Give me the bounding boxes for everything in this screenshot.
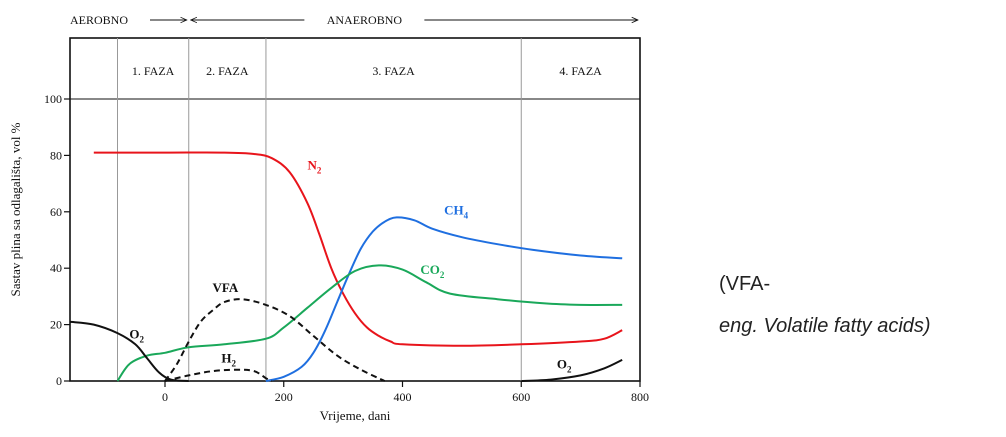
x-tick-label: 0	[162, 390, 168, 404]
phase-bands: 1. FAZA 2. FAZA 3. FAZA 4. FAZA	[70, 38, 640, 381]
series-label-subscript: 2	[140, 335, 145, 345]
x-tick-label: 200	[275, 390, 293, 404]
axes: 0 20 40 60 80 100 0 200 400 600 800	[44, 92, 649, 404]
series-label-co2: CO2	[420, 262, 445, 280]
series-line-ch4	[265, 216, 623, 382]
x-axis-label: Vrijeme, dani	[320, 408, 391, 423]
landfill-gas-chart: AEROBNO ANAEROBNO 1. FAZA 2. FAZA 3. FAZA 4.…	[8, 13, 649, 423]
series-label-subscript: 4	[464, 211, 469, 221]
x-tick-label: 400	[394, 390, 412, 404]
series-label-subscript: 2	[440, 270, 445, 280]
x-tick-label: 800	[631, 390, 649, 404]
series-label-o2: O2	[557, 356, 572, 374]
series-label-n2: N2	[308, 158, 322, 176]
series-label-vfa: VFA	[213, 280, 239, 295]
x-tick-label: 600	[512, 390, 530, 404]
y-tick-label: 100	[44, 92, 62, 106]
y-axis-label: Sastav plina sa odlagališta, vol %	[8, 122, 23, 296]
aerobno-label: AEROBNO	[70, 13, 128, 27]
series-label-ch4: CH4	[444, 203, 469, 221]
series-label-subscript: 2	[232, 359, 237, 369]
series-line-vfa	[164, 298, 386, 382]
series-line-co2	[116, 264, 623, 382]
anaerobno-label: ANAEROBNO	[327, 13, 403, 27]
y-tick-label: 0	[56, 374, 62, 388]
phase-label: 1. FAZA	[132, 64, 175, 78]
phase-label: 3. FAZA	[372, 64, 415, 78]
series-label-subscript: 2	[567, 364, 572, 374]
aerobic-anaerobic-header: AEROBNO ANAEROBNO	[70, 13, 638, 27]
series-label-h2: H2	[221, 351, 236, 369]
phase-label: 4. FAZA	[559, 64, 602, 78]
y-tick-label: 80	[50, 148, 62, 162]
series-label-subscript: 2	[317, 166, 322, 176]
vfa-note-line2: eng. Volatile fatty acids)	[719, 315, 931, 337]
series-line-h2	[164, 368, 273, 382]
series-line-o2	[521, 358, 623, 382]
vfa-note-line1: (VFA-	[719, 273, 771, 295]
y-tick-label: 60	[50, 205, 62, 219]
series-line-n2	[93, 151, 623, 347]
phase-label: 2. FAZA	[206, 64, 249, 78]
y-tick-label: 40	[50, 261, 62, 275]
y-tick-label: 20	[50, 318, 62, 332]
plot-frame	[69, 37, 641, 382]
